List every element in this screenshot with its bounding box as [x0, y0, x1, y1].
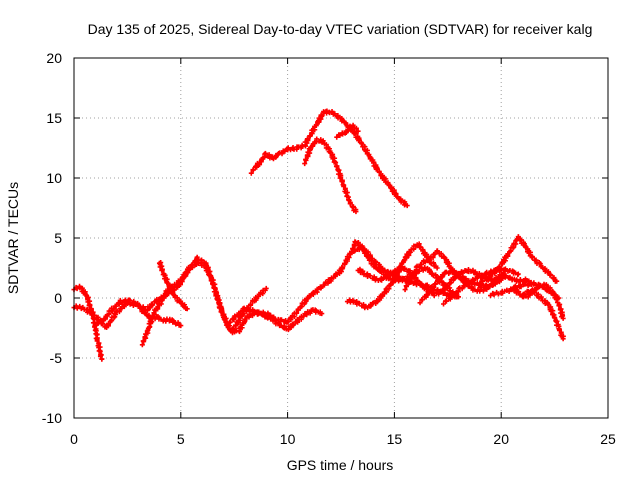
- data-points: [441, 265, 521, 307]
- data-points: [334, 122, 361, 140]
- data-points: [139, 283, 175, 348]
- data-points: [520, 288, 566, 342]
- y-tick-label: 5: [54, 230, 62, 246]
- x-tick-label: 15: [387, 431, 403, 447]
- series-sat-c: [334, 122, 361, 140]
- x-tick-label: 25: [600, 431, 616, 447]
- series-sat-g: [139, 283, 175, 348]
- chart-title: Day 135 of 2025, Sidereal Day-to-day VTE…: [88, 21, 593, 37]
- x-tick-label: 0: [70, 431, 78, 447]
- series-sat-f: [92, 297, 184, 329]
- data-points: [488, 280, 562, 301]
- data-marks: [71, 108, 566, 362]
- data-points: [156, 260, 190, 312]
- series-sat-a: [248, 108, 410, 209]
- data-points: [477, 234, 560, 287]
- data-points: [417, 268, 506, 306]
- gridlines: [74, 58, 608, 418]
- y-tick-label: 10: [46, 170, 62, 186]
- x-tick-label: 10: [280, 431, 296, 447]
- data-points: [92, 297, 184, 329]
- x-tick-label: 20: [493, 431, 509, 447]
- y-axis-label: SDTVAR / TECUs: [5, 182, 21, 294]
- data-points: [302, 136, 359, 215]
- series-sat-b: [302, 136, 359, 215]
- axis-ticks: 0 5 10 15 20 25 -10 -5 0 5 10 15 20: [42, 50, 616, 447]
- x-axis-label: GPS time / hours: [287, 457, 394, 473]
- y-tick-label: 15: [46, 110, 62, 126]
- x-tick-label: 5: [177, 431, 185, 447]
- y-tick-label: -5: [50, 350, 63, 366]
- y-tick-label: 0: [54, 290, 62, 306]
- series-sat-o: [417, 268, 506, 306]
- series-sat-q: [477, 234, 560, 287]
- y-tick-label: -10: [42, 410, 62, 426]
- data-points: [248, 108, 410, 209]
- series-sat-s: [520, 288, 566, 342]
- series-sat-j: [225, 305, 325, 333]
- series-sat-t: [488, 280, 562, 301]
- series-sat-p: [441, 265, 521, 307]
- series-sat-h: [156, 260, 190, 312]
- y-tick-label: 20: [46, 50, 62, 66]
- data-points: [225, 305, 325, 333]
